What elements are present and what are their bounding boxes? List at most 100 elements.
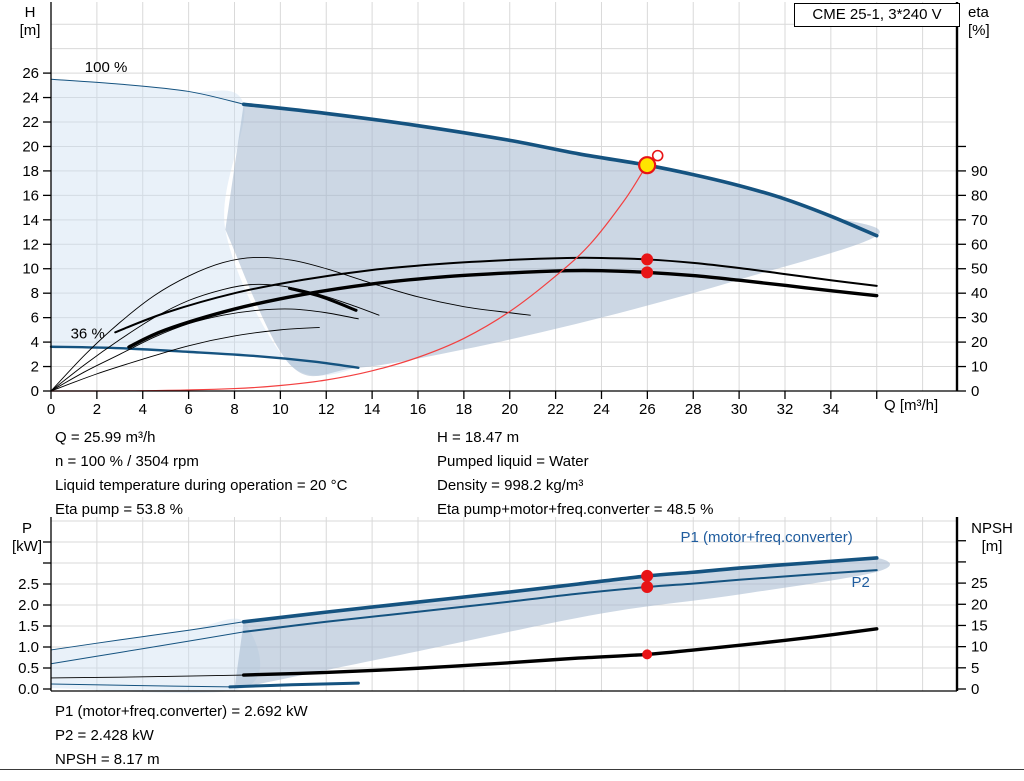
speed-36-curve — [49, 345, 360, 369]
p1-curve-thin — [50, 621, 245, 651]
speed-control-area — [51, 79, 357, 376]
p2-curve-thin — [50, 631, 245, 665]
eta-total-curve — [127, 268, 879, 349]
x-tick-label: 14 — [364, 401, 381, 418]
duty-info-left: Q = 25.99 m³/h n = 100 % / 3504 rpm Liqu… — [55, 426, 347, 522]
y-right-tick-label: 25 — [971, 575, 988, 592]
info-line: Density = 998.2 kg/m³ — [437, 477, 584, 494]
y-left-tick-label: 6 — [31, 310, 39, 327]
y-right-tick-label: 5 — [971, 660, 979, 677]
y-right-tick-label: 0 — [971, 681, 979, 698]
y-left-tick-label: 8 — [31, 285, 39, 302]
y-left-tick-label: 22 — [22, 114, 39, 131]
speed-36-label: 36 % — [71, 325, 105, 342]
x-tick-label: 12 — [318, 401, 335, 418]
x-tick-label: 8 — [230, 401, 238, 418]
y-right-tick-label: 70 — [971, 212, 988, 229]
y-right-tick-label: 10 — [971, 639, 988, 656]
y-right-tick-label: 60 — [971, 236, 988, 253]
duty-point — [638, 156, 657, 175]
duty-info-right: H = 18.47 m Pumped liquid = Water Densit… — [437, 426, 713, 522]
x-tick-label: 20 — [501, 401, 518, 418]
y-left-tick-label: 2 — [31, 359, 39, 376]
x-tick-label: 28 — [685, 401, 702, 418]
info-line: Eta pump = 53.8 % — [55, 501, 183, 518]
eta-arc-3 — [50, 308, 359, 392]
y-left-tick-label: 26 — [22, 65, 39, 82]
y-right-tick-label: 15 — [971, 617, 988, 634]
x-tick-label: 0 — [47, 401, 55, 418]
y-left-tick-label: 24 — [22, 90, 39, 107]
y-right-tick-label: 20 — [971, 596, 988, 613]
y-right-tick-label: 30 — [971, 310, 988, 327]
y-left-tick-label: 2.0 — [18, 597, 39, 614]
x-tick-label: 22 — [547, 401, 564, 418]
y-left-tick-label: 4 — [31, 334, 39, 351]
p1-curve-label: P1 (motor+freq.converter) — [681, 529, 853, 546]
y-left-tick-label: 1.0 — [18, 639, 39, 656]
h-axis-label: H [m] — [19, 4, 41, 39]
info-line: Eta pump+motor+freq.converter = 48.5 % — [437, 501, 714, 518]
eta-arc-2 — [50, 283, 380, 392]
eta-arc-4 — [50, 326, 320, 392]
y-right-tick-label: 90 — [971, 163, 988, 180]
y-left-tick-label: 0 — [31, 383, 39, 400]
x-tick-label: 26 — [639, 401, 656, 418]
y-left-tick-label: 0.0 — [18, 681, 39, 698]
y-left-tick-label: 12 — [22, 236, 39, 253]
x-tick-label: 30 — [731, 401, 748, 418]
q-axis-label: Q [m³/h] — [884, 397, 939, 414]
footer-divider — [0, 769, 1024, 770]
y-left-tick-label: 0.5 — [18, 660, 39, 677]
power-info: P1 (motor+freq.converter) = 2.692 kW P2 … — [55, 700, 308, 772]
y-left-tick-label: 2.5 — [18, 576, 39, 593]
p-axis-label: P [kW] — [12, 520, 42, 555]
npsh-axis-label: NPSH [m] — [971, 520, 1013, 555]
power-envelope — [234, 557, 890, 689]
y-left-tick-label: 18 — [22, 163, 39, 180]
y-right-tick-label: 0 — [971, 383, 979, 400]
x-tick-label: 4 — [139, 401, 147, 418]
x-tick-label: 2 — [93, 401, 101, 418]
info-line: NPSH = 8.17 m — [55, 751, 160, 768]
x-tick-label: 34 — [823, 401, 840, 418]
x-tick-label: 18 — [456, 401, 473, 418]
npsh-point — [642, 649, 653, 660]
p2-point — [641, 581, 654, 594]
p2-curve — [242, 569, 878, 633]
eta-36-descending — [288, 286, 358, 312]
p1-point — [641, 569, 654, 582]
info-line: H = 18.47 m — [437, 429, 520, 446]
x-tick-label: 24 — [593, 401, 610, 418]
power-light-area — [51, 618, 261, 694]
pump-type-box: CME 25-1, 3*240 V — [794, 3, 960, 27]
info-line: P1 (motor+freq.converter) = 2.692 kW — [55, 703, 308, 720]
p36-curve — [228, 681, 360, 689]
info-line: n = 100 % / 3504 rpm — [55, 453, 199, 470]
info-line: Q = 25.99 m³/h — [55, 429, 156, 446]
x-tick-label: 16 — [410, 401, 427, 418]
y-right-tick-label: 50 — [971, 261, 988, 278]
p2-curve-label: P2 — [851, 574, 869, 591]
operating-envelope — [225, 104, 880, 377]
npsh-curve-thin — [50, 674, 245, 679]
y-right-tick-label: 40 — [971, 285, 988, 302]
y-left-tick-label: 16 — [22, 187, 39, 204]
eta-total-point — [641, 266, 654, 279]
speed-100-label: 100 % — [85, 59, 128, 76]
y-left-tick-label: 14 — [22, 212, 39, 229]
y-right-tick-label: 20 — [971, 334, 988, 351]
eta-pump-point — [641, 253, 654, 266]
system-curve — [50, 155, 659, 392]
y-right-tick-label: 80 — [971, 187, 988, 204]
info-line: Pumped liquid = Water — [437, 453, 589, 470]
p36-curve-thin — [50, 683, 231, 688]
eta-pump-curve — [114, 256, 878, 334]
y-left-tick-label: 20 — [22, 138, 39, 155]
p1-curve — [241, 556, 879, 624]
eta-arc-1 — [50, 256, 531, 392]
speed-100-curve-thin — [50, 78, 245, 105]
y-right-tick-label: 10 — [971, 359, 988, 376]
